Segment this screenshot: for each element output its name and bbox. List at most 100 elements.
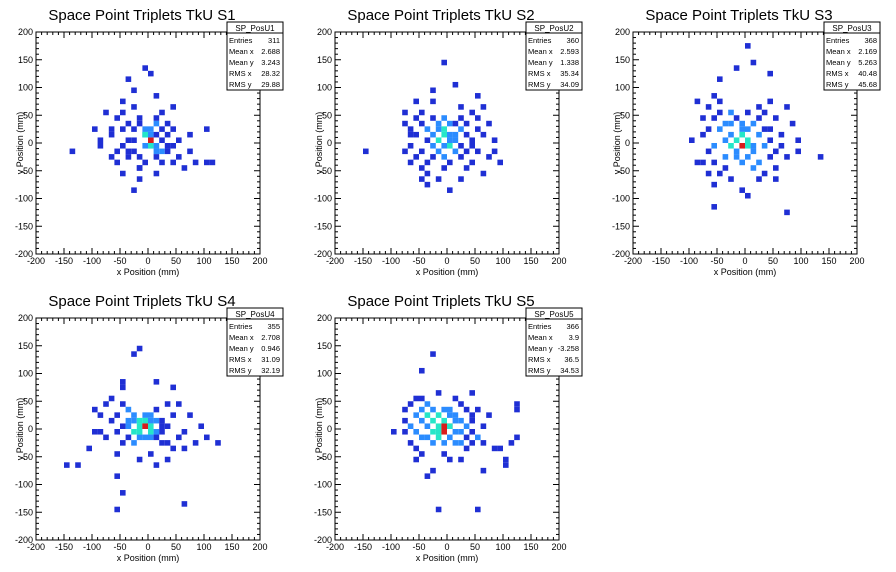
heatmap-cell <box>463 120 470 127</box>
heatmap-cell <box>97 137 104 143</box>
x-tick-label: 0 <box>742 256 747 266</box>
heatmap-cell <box>148 429 154 435</box>
heatmap-cell <box>125 76 132 82</box>
heatmap-cell <box>475 406 481 413</box>
heatmap-cell <box>452 120 459 127</box>
heatmap-cell <box>745 126 751 132</box>
heatmap-cell <box>756 176 762 182</box>
heatmap-cell <box>733 148 740 155</box>
heatmap-cell <box>391 429 397 435</box>
x-tick-label: 100 <box>495 256 510 266</box>
heatmap-cell <box>424 473 431 479</box>
heatmap-cell <box>402 429 408 435</box>
heatmap-cell <box>148 417 154 424</box>
y-tick-label: 150 <box>18 55 33 65</box>
heatmap-cell <box>452 440 459 446</box>
heatmap-cell <box>164 120 171 127</box>
heatmap-cell <box>700 115 706 121</box>
heatmap-cell <box>745 43 751 49</box>
heatmap-cell <box>750 143 757 149</box>
heatmap-cell <box>424 170 431 177</box>
heatmap-cell <box>120 109 126 116</box>
heatmap-cell <box>131 148 137 155</box>
heatmap-cell <box>458 417 464 424</box>
x-tick-label: 100 <box>495 542 510 552</box>
heatmap-cell <box>430 98 436 105</box>
x-tick-label: 150 <box>224 256 239 266</box>
heatmap-cell <box>463 423 470 429</box>
heatmap-cell <box>722 120 729 127</box>
heatmap-cell <box>97 412 104 418</box>
y-tick-label: 200 <box>18 27 33 37</box>
heatmap-cell <box>424 181 431 188</box>
heatmap-cell <box>187 412 193 418</box>
heatmap-cell <box>402 120 408 127</box>
heatmap-cell <box>435 120 442 127</box>
y-tick-label: 150 <box>18 341 33 351</box>
x-tick-label: -200 <box>624 256 642 266</box>
heatmap-cell <box>148 137 154 143</box>
heatmap-cell <box>452 395 459 402</box>
y-tick-label: 200 <box>317 313 332 323</box>
y-tick-label: -150 <box>314 507 332 517</box>
y-tick-label: -100 <box>612 194 630 204</box>
y-tick-label: -50 <box>20 452 33 462</box>
heatmap-cell <box>700 131 706 138</box>
heatmap-cell <box>430 87 436 94</box>
heatmap-cell <box>153 154 160 160</box>
heatmap-cell <box>125 423 132 429</box>
heatmap-cell <box>424 137 431 143</box>
heatmap-cell <box>125 417 132 424</box>
heatmap-cell <box>176 434 182 441</box>
heatmap-cell <box>469 417 475 424</box>
y-tick-label: 150 <box>615 55 630 65</box>
stats-box-name: SP_PosU5 <box>534 310 574 319</box>
heatmap-cell <box>469 137 475 143</box>
heatmap-cell <box>148 126 154 132</box>
stats-row-label: Mean x <box>826 47 851 56</box>
heatmap-cell <box>114 148 120 155</box>
heatmap-cell <box>142 412 148 418</box>
heatmap-cell <box>125 137 132 143</box>
heatmap-cell <box>480 440 487 446</box>
stats-row-label: Mean y <box>229 58 254 67</box>
heatmap-cell <box>204 126 210 132</box>
heatmap-cell <box>120 401 126 407</box>
heatmap-cell <box>136 423 143 429</box>
heatmap-cell <box>463 165 470 171</box>
heatmap-cell <box>136 417 143 424</box>
heatmap-cell <box>170 143 176 149</box>
heatmap-cell <box>402 417 408 424</box>
chart-title: Space Point Triplets TkU S1 <box>48 7 235 24</box>
heatmap-cell <box>447 131 453 138</box>
heatmap-cell <box>435 429 442 435</box>
heatmap-cell <box>452 412 459 418</box>
y-axis-label: y Position (mm) <box>612 112 622 175</box>
heatmap-cell <box>469 390 475 396</box>
heatmap-cell <box>148 131 154 138</box>
y-tick-label: -200 <box>612 249 630 259</box>
heatmap-cell <box>413 98 419 105</box>
heatmap-cell <box>441 417 447 424</box>
heatmap-cell <box>136 429 143 435</box>
heatmap-cell <box>407 143 414 149</box>
heatmap-cell <box>728 131 734 138</box>
heatmap-cell <box>705 104 712 110</box>
heatmap-cell <box>176 137 182 143</box>
heatmap-cell <box>491 445 498 452</box>
stats-row-label: Entries <box>229 322 253 331</box>
x-tick-label: -150 <box>652 256 670 266</box>
heatmap-cell <box>441 440 447 446</box>
heatmap-cell <box>480 423 487 429</box>
heatmap-cell <box>756 131 762 138</box>
heatmap-cell <box>761 170 768 177</box>
y-tick-label: 0 <box>28 138 33 148</box>
heatmap-cell <box>778 131 785 138</box>
heatmap-cell <box>125 434 132 441</box>
y-tick-label: -100 <box>15 194 33 204</box>
heatmap-cell <box>120 490 126 496</box>
heatmap-cell <box>64 462 70 468</box>
heatmap-cell <box>170 412 176 418</box>
x-tick-label: 100 <box>793 256 808 266</box>
x-tick-label: 0 <box>145 542 150 552</box>
